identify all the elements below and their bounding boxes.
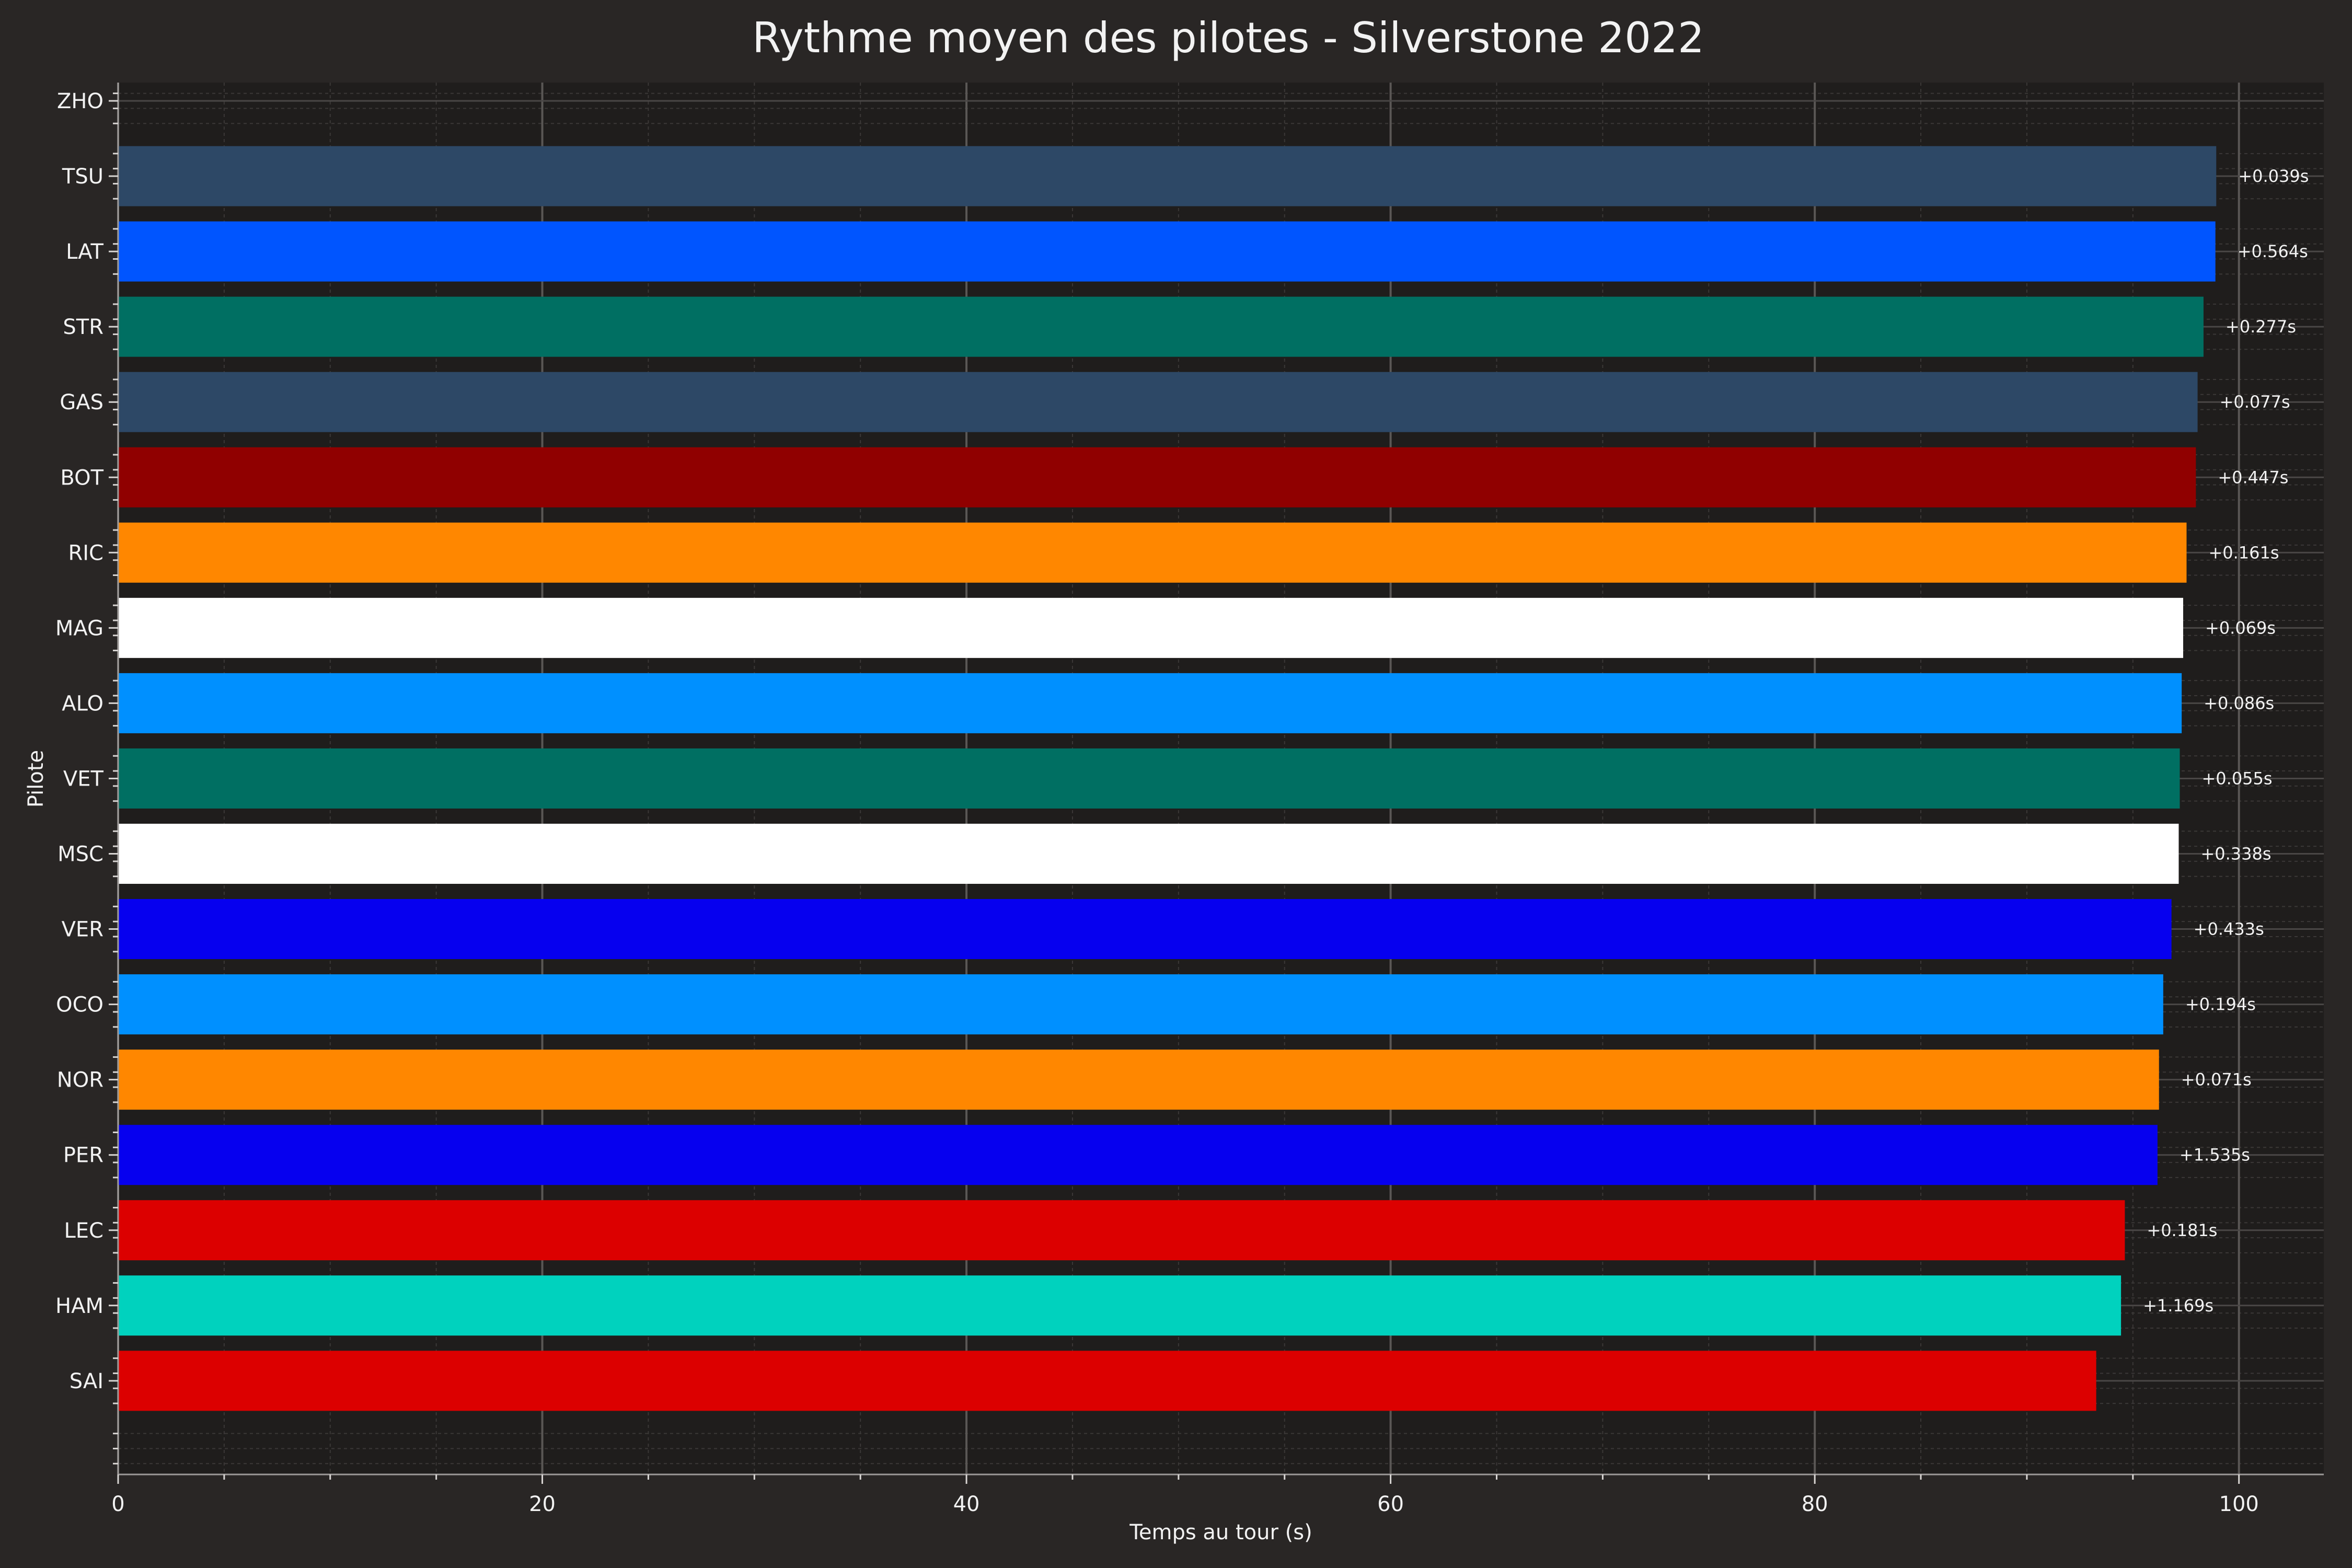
data-label-bot: +0.447s: [2218, 467, 2288, 487]
x-axis-label: Temps au tour (s): [1129, 1520, 1312, 1544]
y-tick-label-vet: VET: [63, 767, 104, 791]
x-tick-label: 100: [2219, 1492, 2259, 1516]
y-tick-label-ham: HAM: [55, 1294, 103, 1318]
data-label-ver: +0.433s: [2194, 919, 2264, 939]
bar-ham: [118, 1275, 2122, 1336]
bar-ver: [118, 899, 2172, 960]
y-tick-label-sai: SAI: [70, 1369, 103, 1393]
data-label-lat: +0.564s: [2238, 241, 2308, 261]
bar-tsu: [118, 146, 2217, 206]
bar-lec: [118, 1200, 2125, 1261]
data-label-vet: +0.055s: [2201, 768, 2272, 788]
bar-gas: [118, 372, 2198, 432]
bar-per: [118, 1125, 2158, 1185]
bars: [118, 146, 2217, 1411]
y-tick-label-alo: ALO: [62, 691, 103, 716]
y-tick-label-lec: LEC: [64, 1219, 104, 1243]
x-tick-label: 0: [111, 1492, 124, 1516]
data-label-nor: +0.071s: [2181, 1070, 2252, 1090]
y-tick-label-ric: RIC: [68, 541, 103, 565]
data-label-mag: +0.069s: [2205, 618, 2276, 638]
bar-sai: [118, 1351, 2096, 1411]
x-tick-label: 20: [529, 1492, 556, 1516]
axes: 0 20 40 60 80 100 ZHO TSU LAT STR GAS BOT RIC MAG ALO V…: [55, 83, 2324, 1516]
data-label-ham: +1.169s: [2143, 1296, 2213, 1316]
bar-bot: [118, 447, 2196, 508]
data-label-oco: +0.194s: [2185, 995, 2256, 1014]
bar-msc: [118, 824, 2179, 884]
data-label-msc: +0.338s: [2200, 844, 2271, 864]
x-tick-label: 60: [1377, 1492, 1404, 1516]
y-tick-label-mag: MAG: [55, 616, 103, 640]
y-tick-label-zho: ZHO: [57, 89, 103, 113]
y-tick-label-tsu: TSU: [62, 165, 103, 189]
bar-lat: [118, 221, 2216, 282]
y-tick-label-str: STR: [63, 315, 103, 339]
x-tick-label: 40: [953, 1492, 980, 1516]
data-label-per: +1.535s: [2180, 1145, 2250, 1165]
y-tick-label-nor: NOR: [57, 1068, 103, 1092]
data-label-tsu: +0.039s: [2238, 166, 2309, 186]
y-tick-label-ver: VER: [62, 918, 103, 942]
bar-nor: [118, 1050, 2159, 1110]
y-tick-label-gas: GAS: [60, 390, 103, 414]
y-tick-label-bot: BOT: [60, 466, 103, 490]
data-label-gas: +0.077s: [2220, 392, 2290, 412]
y-tick-label-oco: OCO: [56, 993, 103, 1017]
y-tick-label-msc: MSC: [57, 843, 103, 867]
x-tick-label: 80: [1802, 1492, 1828, 1516]
bar-vet: [118, 748, 2180, 809]
y-axis-label: Pilote: [24, 750, 48, 808]
bar-oco: [118, 974, 2163, 1035]
bar-alo: [118, 673, 2182, 733]
y-tick-label-lat: LAT: [66, 240, 103, 264]
bar-ric: [118, 522, 2187, 583]
data-label-str: +0.277s: [2226, 317, 2296, 337]
bar-str: [118, 296, 2204, 357]
data-label-lec: +0.181s: [2147, 1220, 2217, 1240]
data-label-alo: +0.086s: [2204, 693, 2274, 713]
chart-title: Rythme moyen des pilotes - Silverstone 2…: [752, 14, 1704, 62]
bar-mag: [118, 597, 2183, 658]
data-labels: +0.039s +0.564s +0.277s +0.077s +0.447s +0.16…: [2143, 166, 2309, 1316]
data-label-ric: +0.161s: [2208, 543, 2279, 562]
y-tick-label-per: PER: [63, 1144, 103, 1168]
plot-area: +0.039s +0.564s +0.277s +0.077s +0.447s +0.16…: [117, 83, 2324, 1474]
